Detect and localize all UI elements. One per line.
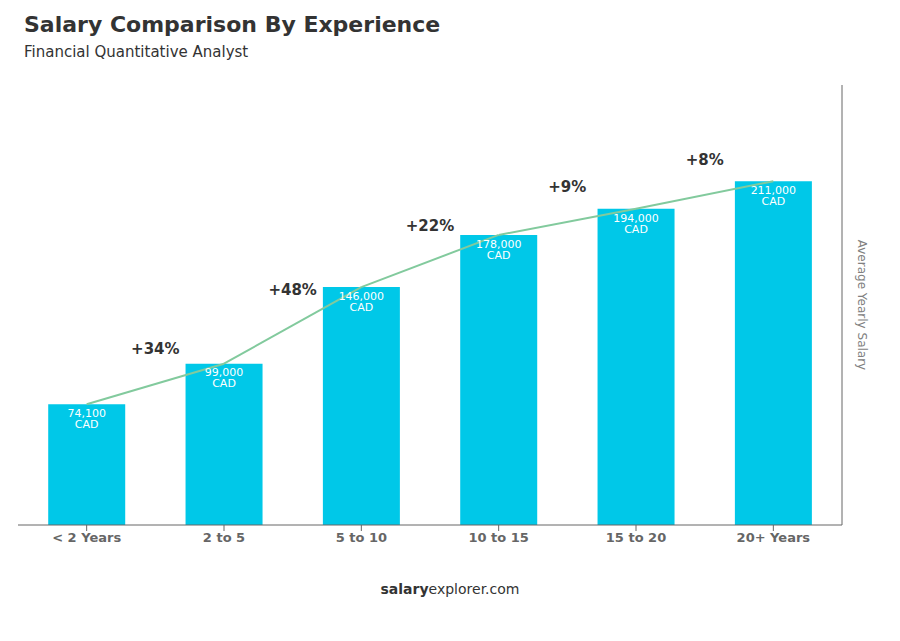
html-text:Salary Comparison By Experienc: Salary Comparison By Experience xyxy=(24,12,441,37)
svg-text:99,000CAD: 99,000CAD xyxy=(205,366,244,390)
svg-text:194,000CAD: 194,000CAD xyxy=(613,212,659,236)
svg-text:+34%: +34% xyxy=(131,340,179,358)
svg-text:5 to 10: 5 to 10 xyxy=(336,530,387,545)
html-text:Financial Quantitative Analyst: Financial Quantitative Analyst xyxy=(24,43,249,61)
svg-text:10 to 15: 10 to 15 xyxy=(468,530,528,545)
svg-text:+8%: +8% xyxy=(686,151,724,169)
svg-text:< 2 Years: < 2 Years xyxy=(52,530,121,545)
svg-text:+22%: +22% xyxy=(406,217,454,235)
html-text:salary explorer.com: salary explorer.com xyxy=(380,581,520,597)
svg-text:+48%: +48% xyxy=(268,281,316,299)
svg-text:178,000CAD: 178,000CAD xyxy=(476,238,522,262)
svg-text:74,100CAD: 74,100CAD xyxy=(67,407,106,431)
svg-text:15 to 20: 15 to 20 xyxy=(606,530,666,545)
svg-text:+9%: +9% xyxy=(548,178,586,196)
svg-text:211,000CAD: 211,000CAD xyxy=(751,184,797,208)
svg-text:20+ Years: 20+ Years xyxy=(737,530,811,545)
svg-text:2 to 5: 2 to 5 xyxy=(203,530,245,545)
svg-text:146,000CAD: 146,000CAD xyxy=(339,290,385,314)
svg-text:Average Yearly Salary: Average Yearly Salary xyxy=(855,240,869,370)
